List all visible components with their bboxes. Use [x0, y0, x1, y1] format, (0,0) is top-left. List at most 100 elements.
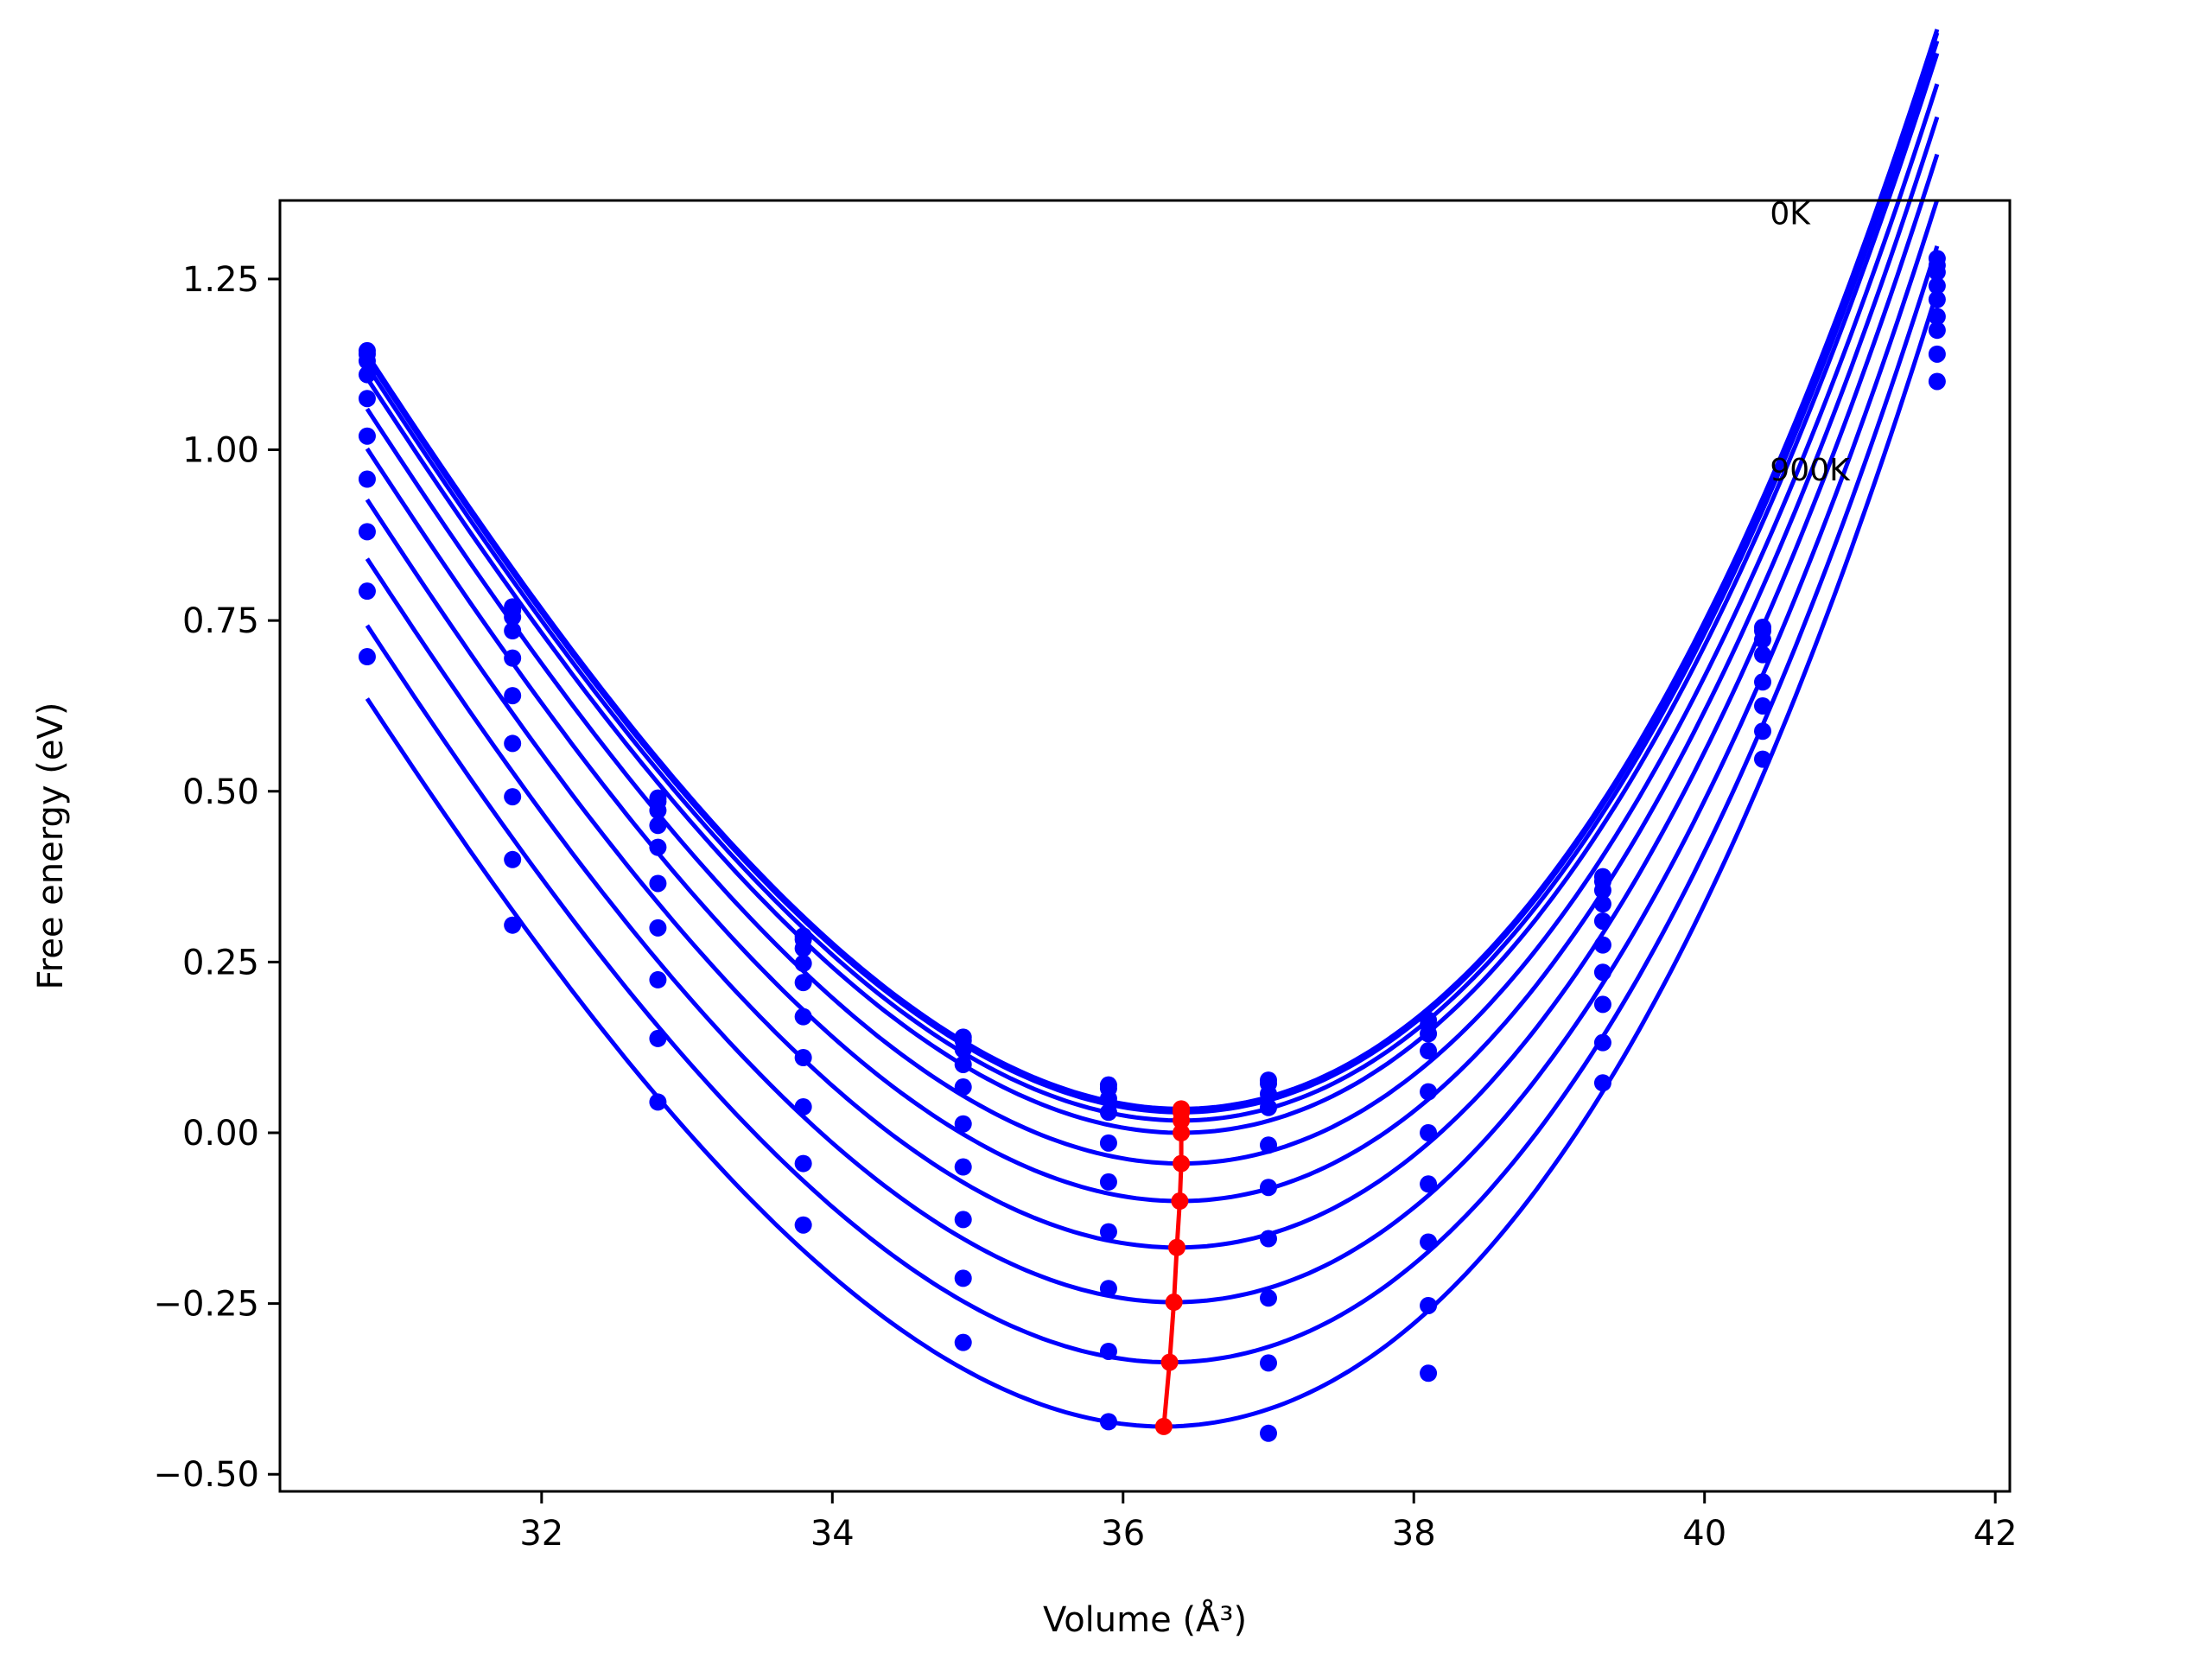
data-point-6-7	[1420, 1175, 1438, 1193]
minimum-point-3	[1173, 1124, 1191, 1141]
data-point-6-5	[1099, 1223, 1117, 1241]
x-tick-label-0: 32	[519, 1514, 563, 1554]
data-point-3-1	[504, 622, 522, 639]
fit-curve-3	[365, 52, 1940, 1135]
y-tick-label-4: 0.50	[182, 772, 259, 812]
y-tick-label-6: 1.00	[182, 431, 259, 471]
data-point-4-9	[1754, 673, 1771, 691]
x-axis-ticks: 32 34 36 38 40 42	[519, 1491, 2018, 1554]
data-point-7-4	[954, 1211, 972, 1229]
data-point-8-1	[504, 850, 522, 868]
data-point-8-4	[954, 1269, 972, 1287]
data-point-4-3	[794, 974, 812, 992]
data-point-6-6	[1260, 1230, 1277, 1248]
data-point-2-10	[1928, 264, 1946, 281]
data-point-4-4	[954, 1078, 972, 1096]
fit-curve-1	[365, 32, 1940, 1115]
fit-curve-6	[365, 153, 1940, 1250]
data-point-5-2	[649, 874, 667, 893]
data-point-4-1	[504, 649, 522, 667]
plot-frame	[278, 199, 2012, 1493]
data-point-8-5	[1099, 1342, 1117, 1360]
data-point-9-3	[794, 1216, 812, 1234]
data-point-3-4	[954, 1055, 972, 1073]
minimum-point-2	[1173, 1111, 1191, 1129]
data-points	[358, 250, 1946, 1442]
minimum-point-4	[1173, 1154, 1191, 1173]
data-point-2-5	[1099, 1090, 1117, 1108]
data-point-8-7	[1420, 1296, 1438, 1314]
annotation-0: 0K	[1770, 197, 1811, 232]
data-point-3-9	[1754, 645, 1771, 664]
minimum-point-5	[1171, 1192, 1189, 1211]
data-point-2-7	[1420, 1025, 1438, 1043]
data-point-2-8	[1593, 881, 1611, 899]
data-point-2-1	[504, 608, 522, 626]
data-point-5-3	[794, 1007, 812, 1026]
fit-curve-8	[365, 245, 1940, 1365]
data-point-9-1	[504, 916, 522, 934]
data-point-3-5	[1099, 1103, 1117, 1122]
data-point-4-7	[1420, 1083, 1438, 1101]
data-point-6-2	[649, 918, 667, 937]
x-tick-label-4: 40	[1682, 1514, 1726, 1554]
data-point-2-6	[1260, 1084, 1277, 1103]
data-point-7-5	[1099, 1280, 1117, 1298]
data-point-4-6	[1260, 1136, 1277, 1154]
data-point-6-4	[954, 1158, 972, 1176]
fit-curve-2	[365, 40, 1940, 1123]
data-point-7-8	[1593, 995, 1611, 1014]
data-point-9-7	[1420, 1364, 1438, 1382]
x-tick-label-1: 34	[810, 1514, 855, 1554]
data-point-5-4	[954, 1115, 972, 1133]
data-point-2-3	[794, 939, 812, 957]
minimum-point-6	[1168, 1238, 1186, 1256]
data-point-4-8	[1593, 912, 1611, 930]
y-tick-label-7: 1.25	[182, 260, 259, 300]
x-tick-label-2: 36	[1101, 1514, 1145, 1554]
data-point-8-2	[649, 1029, 667, 1047]
y-tick-label-2: 0.00	[182, 1114, 259, 1154]
data-point-6-1	[504, 734, 522, 753]
data-point-5-8	[1593, 936, 1611, 954]
data-point-3-8	[1593, 895, 1611, 913]
minimum-point-9	[1154, 1417, 1173, 1435]
data-point-7-2	[649, 970, 667, 988]
data-point-2-9	[1754, 631, 1771, 649]
y-axis-ticks: −0.50 −0.25 0.00 0.25 0.50 0.75 1.00 1.25	[153, 260, 280, 1495]
data-point-3-2	[649, 817, 667, 835]
data-point-7-0	[358, 523, 376, 541]
x-tick-label-3: 38	[1392, 1514, 1436, 1554]
y-axis-label: Free energy (eV)	[31, 702, 71, 990]
data-point-9-2	[649, 1093, 667, 1111]
fit-curve-5	[365, 116, 1940, 1204]
data-point-3-6	[1260, 1098, 1277, 1116]
data-point-6-0	[358, 470, 376, 488]
data-point-5-7	[1420, 1124, 1438, 1141]
data-point-7-6	[1260, 1289, 1277, 1307]
data-point-3-0	[358, 365, 376, 384]
data-point-6-10	[1928, 321, 1946, 340]
data-point-5-10	[1928, 308, 1946, 326]
data-point-5-5	[1099, 1173, 1117, 1191]
data-point-5-1	[504, 687, 522, 705]
data-point-8-6	[1260, 1354, 1277, 1372]
y-tick-label-1: −0.25	[153, 1285, 259, 1325]
fit-curve-9	[365, 290, 1940, 1429]
fit-curve-4	[365, 83, 1940, 1166]
annotation-1: 900K	[1770, 453, 1851, 488]
minimum-point-7	[1165, 1294, 1183, 1312]
minimum-point-8	[1160, 1353, 1179, 1371]
data-point-3-10	[1928, 276, 1946, 295]
data-point-8-10	[1928, 372, 1946, 391]
minimum-curve	[1154, 1100, 1191, 1435]
data-point-5-9	[1754, 696, 1771, 715]
data-point-6-3	[794, 1049, 812, 1067]
data-point-9-8	[1593, 1074, 1611, 1092]
data-point-2-4	[954, 1040, 972, 1058]
data-point-3-7	[1420, 1042, 1438, 1060]
data-point-8-3	[794, 1154, 812, 1173]
data-point-4-2	[649, 838, 667, 856]
